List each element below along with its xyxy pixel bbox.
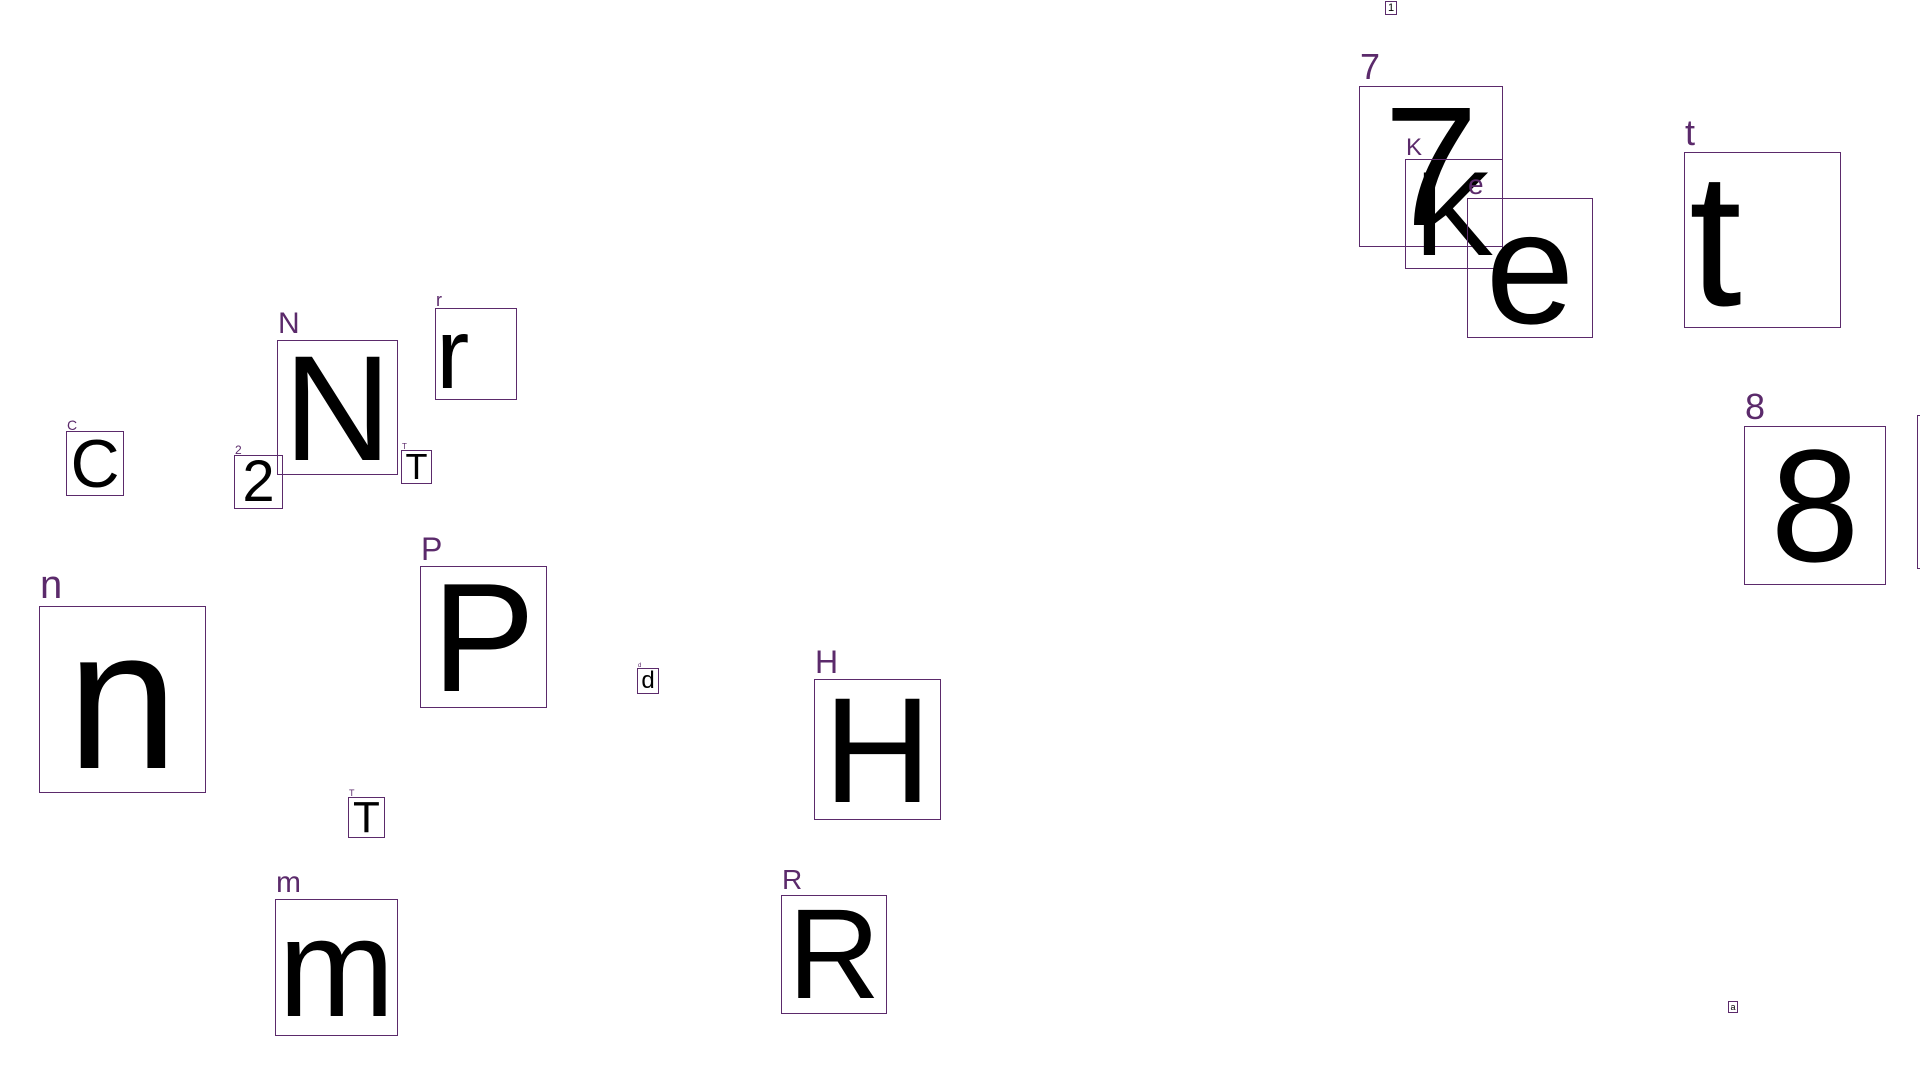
glyph-tag: m — [276, 866, 301, 899]
glyph-tag: e — [1468, 169, 1484, 200]
glyph-box-2: 2 2 — [234, 444, 283, 514]
glyph: P — [431, 550, 536, 724]
glyph-box-1: 1 — [1385, 1, 1397, 15]
glyph-box-e: e e — [1467, 171, 1593, 357]
glyph-tag: 7 — [1360, 46, 1381, 87]
glyph: e — [1485, 178, 1575, 357]
glyph-tag: R — [782, 864, 803, 895]
glyph: 2 — [242, 449, 275, 514]
glyph: 1 — [1387, 1, 1395, 14]
glyph-box-n-lower: n n — [39, 565, 206, 811]
glyph: m — [278, 888, 395, 1046]
glyph-box-h: H H — [814, 646, 941, 834]
glyph-box-n-upper: N N — [277, 309, 398, 492]
glyph: H — [823, 665, 932, 834]
glyph-box-t: t t — [1684, 115, 1841, 346]
glyph-box-r-upper: R R — [781, 866, 887, 1026]
glyph-tag: C — [67, 417, 78, 433]
glyph-box-edge — [1917, 415, 1920, 569]
glyph: 7 — [1383, 71, 1479, 262]
glyph-box-7: 7 7 — [1359, 49, 1503, 262]
glyph-box-m: m m — [275, 868, 398, 1046]
glyph-box-a: a — [1728, 1001, 1738, 1013]
glyph-box-p: P P — [420, 533, 547, 724]
glyph: K — [1413, 147, 1495, 281]
glyph-box-r: r r — [435, 291, 517, 410]
glyph-tag: K — [1406, 134, 1423, 161]
glyph-tag: t — [1685, 112, 1696, 153]
glyph: N — [283, 323, 392, 492]
glyph: C — [70, 425, 120, 502]
glyph-tag: d — [638, 663, 642, 669]
glyph: r — [436, 298, 470, 410]
glyph: R — [787, 882, 881, 1026]
glyph: 8 — [1770, 415, 1860, 595]
glyph-tag: T — [349, 788, 355, 798]
glyph-box-t-upper-lower: T T — [348, 789, 385, 842]
glyph: a — [1730, 1001, 1736, 1012]
glyph-tag: H — [815, 644, 839, 680]
glyph-tag: n — [40, 563, 63, 607]
glyph-tag: r — [436, 290, 442, 310]
glyph-tag: P — [421, 531, 443, 567]
glyph: T — [405, 446, 428, 487]
glyph: d — [641, 667, 655, 694]
glyph-box-k: K K — [1405, 136, 1503, 281]
glyph: n — [66, 587, 179, 811]
glyph: T — [353, 792, 380, 842]
glyph-tag: 2 — [235, 443, 242, 457]
glyph-tag: N — [278, 307, 300, 340]
glyph-box-c: C C — [66, 418, 124, 502]
glyph-tag: T — [402, 442, 407, 451]
glyph-box-t-upper-small: T T — [401, 443, 432, 487]
glyph: t — [1689, 134, 1742, 346]
glyph-tag: 8 — [1745, 386, 1766, 427]
glyph-box-d: d d — [637, 663, 659, 694]
glyph-box-8: 8 8 — [1744, 389, 1886, 595]
